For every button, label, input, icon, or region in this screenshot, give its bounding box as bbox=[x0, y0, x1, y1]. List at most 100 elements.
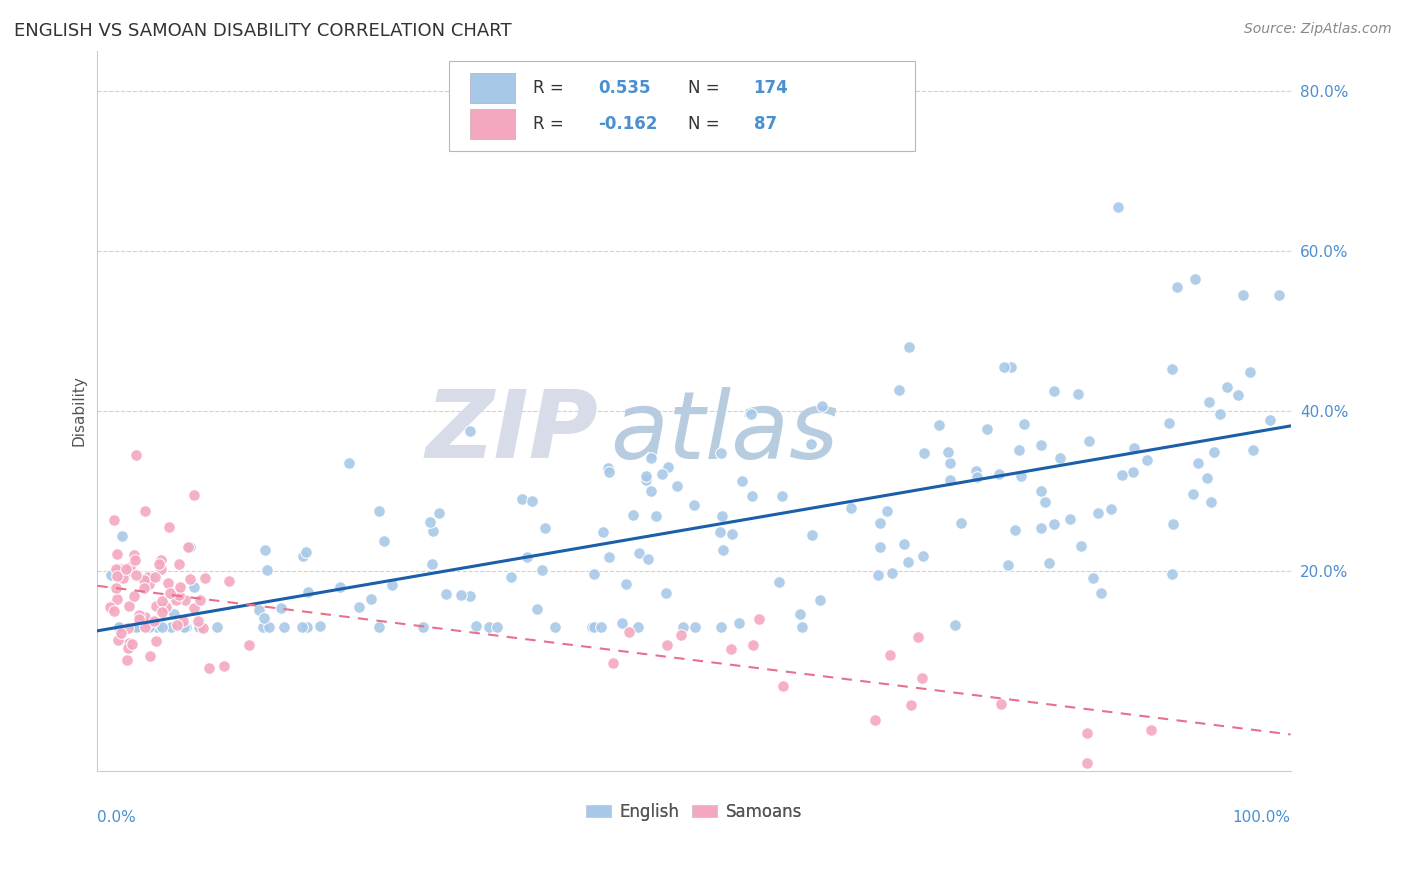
Point bbox=[108, 620, 131, 634]
Point bbox=[1122, 466, 1144, 480]
Point bbox=[121, 637, 143, 651]
Point bbox=[1038, 556, 1060, 570]
Point bbox=[596, 461, 619, 475]
Point bbox=[912, 549, 935, 563]
Point bbox=[865, 713, 887, 727]
Point bbox=[808, 592, 831, 607]
Point bbox=[1012, 417, 1035, 431]
Point bbox=[125, 567, 148, 582]
Text: N =: N = bbox=[688, 115, 720, 133]
Point bbox=[1049, 450, 1071, 465]
Point bbox=[711, 542, 734, 557]
Point bbox=[990, 697, 1012, 711]
Point bbox=[115, 653, 138, 667]
Point bbox=[610, 615, 633, 630]
Point bbox=[742, 638, 765, 652]
Point bbox=[152, 605, 174, 619]
Point bbox=[1232, 287, 1254, 301]
Point bbox=[592, 524, 614, 539]
Point bbox=[672, 620, 695, 634]
Point bbox=[138, 570, 160, 584]
Point bbox=[544, 620, 567, 634]
Point bbox=[1267, 287, 1289, 301]
Point bbox=[450, 588, 472, 602]
Point bbox=[1166, 279, 1188, 293]
Point bbox=[159, 585, 181, 599]
Point bbox=[800, 527, 823, 541]
Point bbox=[247, 603, 270, 617]
Point bbox=[645, 509, 668, 524]
Point bbox=[640, 451, 662, 466]
Text: 100.0%: 100.0% bbox=[1233, 810, 1291, 825]
Point bbox=[1010, 469, 1032, 483]
Point bbox=[893, 537, 915, 551]
Point bbox=[936, 445, 959, 459]
Point bbox=[939, 473, 962, 487]
Point bbox=[138, 615, 160, 630]
Text: atlas: atlas bbox=[610, 387, 839, 478]
Point bbox=[111, 571, 134, 585]
Point bbox=[614, 577, 637, 591]
Point bbox=[107, 633, 129, 648]
Point bbox=[598, 550, 620, 565]
Point bbox=[1258, 413, 1281, 427]
Point bbox=[485, 620, 508, 634]
Point bbox=[654, 586, 676, 600]
Point bbox=[997, 558, 1019, 573]
Point bbox=[1184, 271, 1206, 285]
Point bbox=[1029, 483, 1052, 498]
Point bbox=[460, 425, 482, 439]
Point bbox=[367, 620, 389, 634]
Point bbox=[138, 577, 160, 591]
Point bbox=[887, 383, 910, 397]
Point bbox=[1226, 387, 1249, 401]
Point bbox=[256, 563, 278, 577]
Point bbox=[419, 516, 441, 530]
Point bbox=[1136, 452, 1159, 467]
Point bbox=[155, 599, 177, 614]
Point bbox=[1099, 502, 1122, 516]
Point bbox=[709, 525, 731, 540]
Point bbox=[671, 628, 693, 642]
Point bbox=[510, 492, 533, 507]
Point bbox=[636, 474, 658, 488]
Point bbox=[110, 562, 132, 576]
Point bbox=[145, 633, 167, 648]
Point bbox=[157, 576, 180, 591]
FancyBboxPatch shape bbox=[470, 73, 515, 103]
Point bbox=[748, 612, 770, 626]
Point bbox=[1043, 384, 1066, 398]
Text: 174: 174 bbox=[754, 79, 789, 97]
Point bbox=[879, 648, 901, 662]
Point bbox=[98, 600, 121, 615]
Point bbox=[976, 422, 998, 436]
Point bbox=[1107, 200, 1129, 214]
Point bbox=[897, 340, 920, 354]
Point bbox=[583, 620, 606, 634]
Point bbox=[531, 563, 554, 577]
Point bbox=[1159, 417, 1181, 431]
Point bbox=[583, 566, 606, 581]
Point bbox=[1111, 467, 1133, 482]
Point bbox=[640, 484, 662, 499]
Text: N =: N = bbox=[688, 79, 720, 97]
Point bbox=[928, 418, 950, 433]
Point bbox=[183, 580, 205, 594]
Point bbox=[347, 600, 370, 615]
Point bbox=[800, 436, 823, 450]
Point bbox=[1076, 726, 1098, 740]
Point bbox=[150, 562, 173, 576]
Point bbox=[869, 540, 891, 554]
Point bbox=[900, 698, 922, 712]
Point bbox=[621, 508, 644, 523]
Point bbox=[167, 557, 190, 571]
Point bbox=[295, 545, 318, 559]
Text: ZIP: ZIP bbox=[426, 386, 599, 478]
Text: 0.535: 0.535 bbox=[599, 79, 651, 97]
Text: ENGLISH VS SAMOAN DISABILITY CORRELATION CHART: ENGLISH VS SAMOAN DISABILITY CORRELATION… bbox=[14, 22, 512, 40]
Point bbox=[166, 617, 188, 632]
Point bbox=[768, 574, 790, 589]
Point bbox=[965, 464, 987, 478]
Point bbox=[740, 407, 762, 421]
Point bbox=[329, 580, 352, 594]
